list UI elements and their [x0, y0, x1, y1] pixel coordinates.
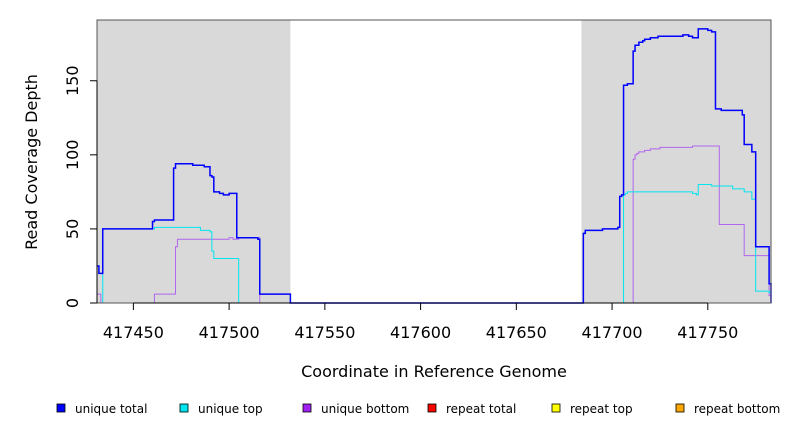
legend-swatch — [675, 403, 685, 413]
y-axis: 0 50 100 150 — [63, 65, 98, 308]
shaded-region-0 — [97, 20, 291, 303]
x-tick-label: 417450 — [103, 323, 164, 342]
legend-swatch — [179, 403, 189, 413]
legend-swatch — [302, 403, 312, 413]
x-tick-label: 417600 — [390, 323, 451, 342]
y-tick-label: 100 — [63, 140, 82, 171]
legend-label: unique top — [198, 402, 263, 416]
legend-item-repeat-bottom: repeat bottom — [675, 402, 780, 416]
x-tick-label: 417700 — [582, 323, 643, 342]
series-line-unique-total — [97, 28, 772, 304]
legend-item-repeat-top: repeat top — [551, 402, 633, 416]
x-axis-title: Coordinate in Reference Genome — [301, 362, 567, 381]
x-tick-label: 417750 — [677, 323, 738, 342]
x-tick-label: 417500 — [199, 323, 260, 342]
y-tick-label: 50 — [63, 219, 82, 239]
x-tick-label: 417550 — [294, 323, 355, 342]
legend-label: repeat top — [570, 402, 633, 416]
plot-background — [97, 20, 771, 303]
legend-label: repeat total — [446, 402, 516, 416]
legend-label: unique total — [75, 402, 147, 416]
shaded-region-1 — [581, 20, 771, 303]
legend-item-unique-bottom: unique bottom — [302, 402, 409, 416]
y-axis-title: Read Coverage Depth — [22, 74, 41, 250]
x-tick-label: 417650 — [486, 323, 547, 342]
y-tick-label: 0 — [63, 298, 82, 308]
legend-swatch — [551, 403, 561, 413]
series-line-unique-top — [97, 183, 772, 304]
series-line-unique-bottom — [97, 145, 772, 304]
y-tick-label: 150 — [63, 65, 82, 96]
legend-item-unique-total: unique total — [56, 402, 147, 416]
legend: unique total unique top unique bottom repea… — [56, 402, 780, 416]
legend-swatch — [56, 403, 66, 413]
x-axis: 417450 417500 417550 417600 417650 417700 4177… — [103, 302, 738, 342]
legend-item-repeat-total: repeat total — [427, 402, 516, 416]
legend-swatch — [427, 403, 437, 413]
legend-item-unique-top: unique top — [179, 402, 263, 416]
legend-label: repeat bottom — [694, 402, 780, 416]
legend-label: unique bottom — [321, 402, 409, 416]
